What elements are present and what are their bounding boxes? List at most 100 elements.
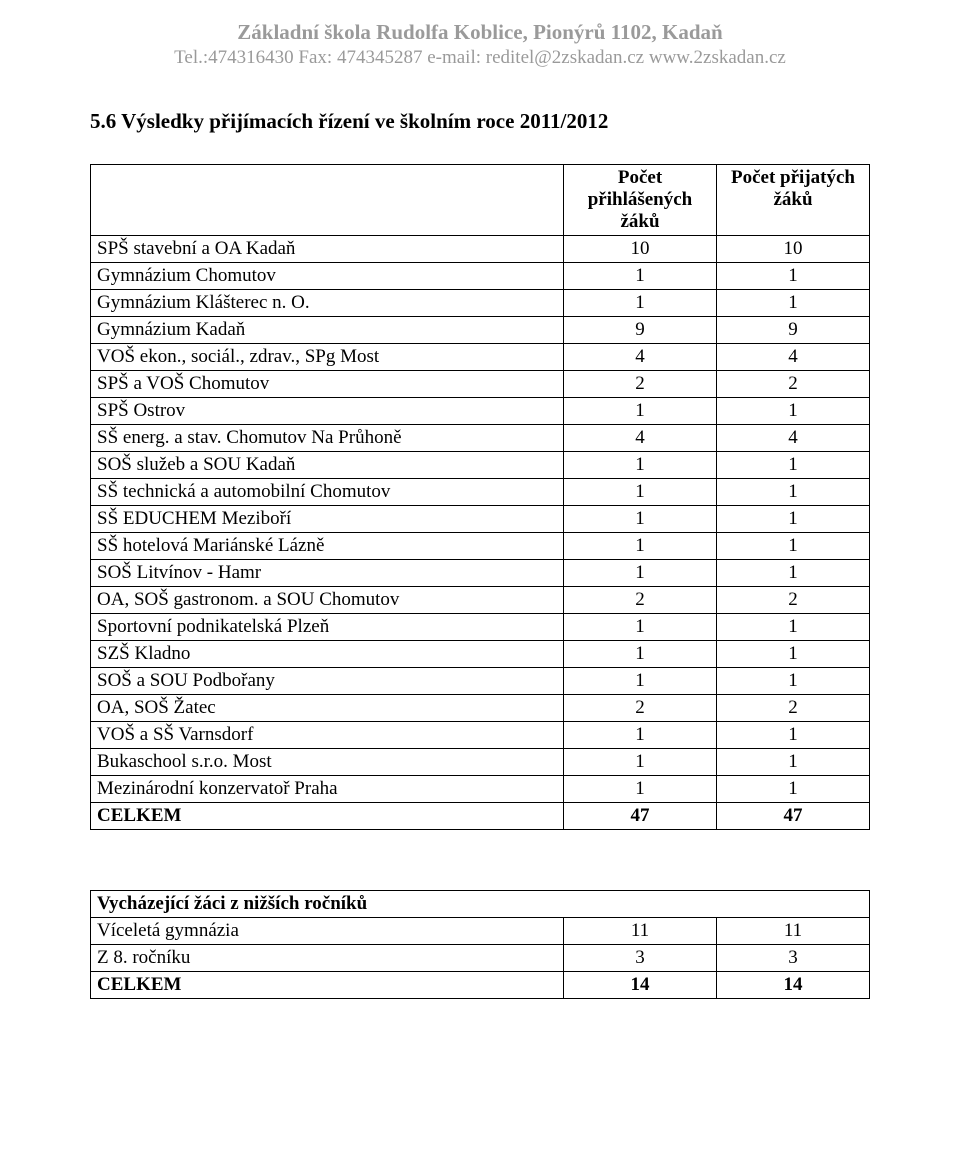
table-row: OA, SOŠ gastronom. a SOU Chomutov22	[91, 587, 870, 614]
leavers-table: Vycházející žáci z nižších ročníků Vícel…	[90, 890, 870, 999]
row-c1: 1	[564, 560, 717, 587]
row-label: Z 8. ročníku	[91, 945, 564, 972]
table-row: SPŠ Ostrov11	[91, 398, 870, 425]
row-c1: 1	[564, 749, 717, 776]
row-c2: 1	[717, 749, 870, 776]
row-c1: 2	[564, 695, 717, 722]
table-row: Gymnázium Chomutov11	[91, 263, 870, 290]
row-label: SPŠ a VOŠ Chomutov	[91, 371, 564, 398]
row-label: OA, SOŠ gastronom. a SOU Chomutov	[91, 587, 564, 614]
table-row: SŠ energ. a stav. Chomutov Na Průhoně44	[91, 425, 870, 452]
table-row: SOŠ a SOU Podbořany11	[91, 668, 870, 695]
spacer	[90, 830, 870, 890]
row-c1: 1	[564, 722, 717, 749]
row-c1: 4	[564, 344, 717, 371]
row-c1: 1	[564, 479, 717, 506]
row-c2: 1	[717, 479, 870, 506]
header-title: Základní škola Rudolfa Koblice, Pionýrů …	[90, 20, 870, 45]
row-c2: 1	[717, 290, 870, 317]
row-label: SŠ technická a automobilní Chomutov	[91, 479, 564, 506]
row-c1: 1	[564, 614, 717, 641]
total-c1: 14	[564, 972, 717, 999]
section-heading: 5.6 Výsledky přijímacích řízení ve školn…	[90, 109, 870, 134]
table-row: VOŠ ekon., sociál., zdrav., SPg Most44	[91, 344, 870, 371]
row-c2: 1	[717, 641, 870, 668]
row-label: SPŠ Ostrov	[91, 398, 564, 425]
row-label: Mezinárodní konzervatoř Praha	[91, 776, 564, 803]
table-row: SŠ EDUCHEM Meziboří11	[91, 506, 870, 533]
row-c2: 4	[717, 425, 870, 452]
table-row: Gymnázium Klášterec n. O.11	[91, 290, 870, 317]
table-row: VOŠ a SŠ Varnsdorf11	[91, 722, 870, 749]
row-label: OA, SOŠ Žatec	[91, 695, 564, 722]
page-header: Základní škola Rudolfa Koblice, Pionýrů …	[90, 20, 870, 69]
table-row: Z 8. ročníku33	[91, 945, 870, 972]
row-c2: 2	[717, 695, 870, 722]
row-label: Sportovní podnikatelská Plzeň	[91, 614, 564, 641]
row-label: SŠ hotelová Mariánské Lázně	[91, 533, 564, 560]
row-c2: 1	[717, 722, 870, 749]
row-c1: 1	[564, 776, 717, 803]
total-c1: 47	[564, 803, 717, 830]
total-label: CELKEM	[91, 972, 564, 999]
table-row: SŠ technická a automobilní Chomutov11	[91, 479, 870, 506]
row-label: Gymnázium Chomutov	[91, 263, 564, 290]
row-c2: 1	[717, 776, 870, 803]
table-row: Bukaschool s.r.o. Most11	[91, 749, 870, 776]
row-label: Víceletá gymnázia	[91, 918, 564, 945]
table-row: SZŠ Kladno11	[91, 641, 870, 668]
row-c2: 1	[717, 614, 870, 641]
row-c1: 1	[564, 641, 717, 668]
page: Základní škola Rudolfa Koblice, Pionýrů …	[0, 0, 960, 1165]
table-header-accepted: Počet přijatých žáků	[717, 165, 870, 236]
row-c1: 10	[564, 236, 717, 263]
row-c1: 3	[564, 945, 717, 972]
row-label: VOŠ ekon., sociál., zdrav., SPg Most	[91, 344, 564, 371]
table-row: Mezinárodní konzervatoř Praha11	[91, 776, 870, 803]
row-c1: 9	[564, 317, 717, 344]
row-label: SPŠ stavební a OA Kadaň	[91, 236, 564, 263]
table-row: SŠ hotelová Mariánské Lázně11	[91, 533, 870, 560]
total-label: CELKEM	[91, 803, 564, 830]
row-c1: 1	[564, 398, 717, 425]
row-c1: 2	[564, 587, 717, 614]
leavers-heading: Vycházející žáci z nižších ročníků	[91, 891, 870, 918]
table-row: SPŠ a VOŠ Chomutov22	[91, 371, 870, 398]
table-row: Sportovní podnikatelská Plzeň11	[91, 614, 870, 641]
table-row: Gymnázium Kadaň99	[91, 317, 870, 344]
table-row: SOŠ služeb a SOU Kadaň11	[91, 452, 870, 479]
row-label: Gymnázium Kadaň	[91, 317, 564, 344]
row-c1: 1	[564, 506, 717, 533]
row-c1: 1	[564, 668, 717, 695]
row-label: VOŠ a SŠ Varnsdorf	[91, 722, 564, 749]
row-c2: 11	[717, 918, 870, 945]
row-c2: 3	[717, 945, 870, 972]
row-label: SŠ energ. a stav. Chomutov Na Průhoně	[91, 425, 564, 452]
table-total-row: CELKEM1414	[91, 972, 870, 999]
row-c1: 4	[564, 425, 717, 452]
header-subtitle: Tel.:474316430 Fax: 474345287 e-mail: re…	[90, 47, 870, 69]
row-c2: 1	[717, 533, 870, 560]
row-c2: 9	[717, 317, 870, 344]
row-c1: 11	[564, 918, 717, 945]
row-c2: 2	[717, 371, 870, 398]
table-header-applied: Počet přihlášených žáků	[564, 165, 717, 236]
row-label: SŠ EDUCHEM Meziboří	[91, 506, 564, 533]
results-table: Počet přihlášených žáků Počet přijatých …	[90, 164, 870, 830]
total-c2: 47	[717, 803, 870, 830]
table-total-row: CELKEM4747	[91, 803, 870, 830]
total-c2: 14	[717, 972, 870, 999]
row-c2: 1	[717, 668, 870, 695]
table-row: SPŠ stavební a OA Kadaň1010	[91, 236, 870, 263]
row-c2: 1	[717, 560, 870, 587]
row-c1: 1	[564, 533, 717, 560]
row-c1: 2	[564, 371, 717, 398]
row-c1: 1	[564, 290, 717, 317]
table-row: OA, SOŠ Žatec22	[91, 695, 870, 722]
row-c2: 2	[717, 587, 870, 614]
row-label: SZŠ Kladno	[91, 641, 564, 668]
table-row: Víceletá gymnázia1111	[91, 918, 870, 945]
row-c2: 1	[717, 452, 870, 479]
results-table-body: SPŠ stavební a OA Kadaň1010 Gymnázium Ch…	[91, 236, 870, 830]
table-header-blank	[91, 165, 564, 236]
